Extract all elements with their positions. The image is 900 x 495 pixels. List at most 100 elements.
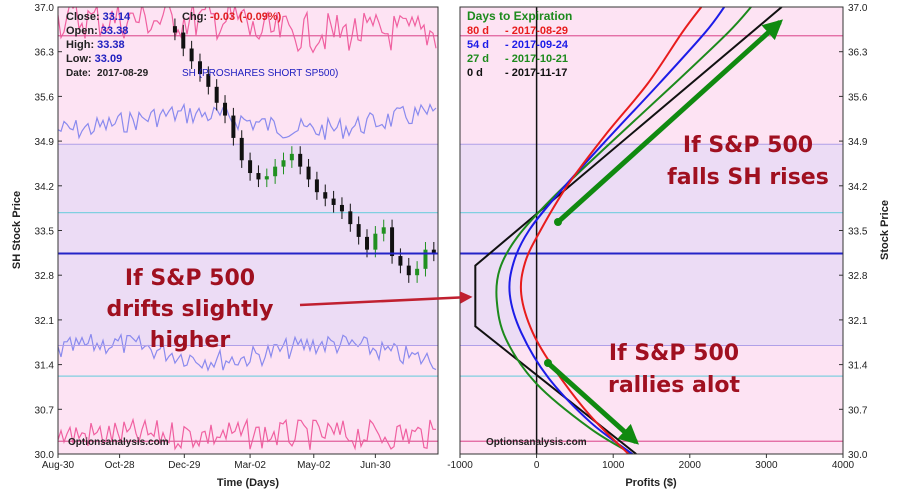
candle-body bbox=[172, 26, 177, 33]
right-x-tick-label: 1000 bbox=[602, 460, 625, 471]
legend-items: 80 d - 2017-08-29 54 d - 2017-09-24 27 d - 20… bbox=[467, 25, 569, 79]
profit-curve-54d bbox=[508, 7, 726, 454]
price-history-panel: 37.0 36.3 35.6 34.9 34.2 33.5 32.8 32.1 31.4 30.7… bbox=[11, 3, 439, 489]
legend-days: 54 d bbox=[467, 39, 489, 51]
left-y-tick-label: 37.0 bbox=[35, 3, 55, 14]
volume-line-top bbox=[58, 7, 437, 54]
annotations: If S&P 500 drifts slightly higher If S&P… bbox=[107, 133, 829, 398]
close-value: 33.14 bbox=[103, 11, 131, 23]
left-y-tick-label: 34.9 bbox=[35, 137, 55, 148]
close-label: Close: bbox=[66, 11, 100, 23]
annotation-drift-line-3: higher bbox=[150, 328, 231, 353]
profit-curve-0d bbox=[474, 7, 783, 454]
annotation-arrows bbox=[299, 19, 783, 445]
legend-item: 27 d - 2017-10-21 bbox=[467, 53, 568, 65]
left-y-tick-label: 30.0 bbox=[35, 450, 55, 461]
right-y-tick-label: 37.0 bbox=[848, 3, 868, 14]
right-y-tick-label: 35.6 bbox=[848, 92, 868, 103]
pointer-arrow bbox=[299, 291, 473, 307]
right-x-tick-label: 4000 bbox=[832, 460, 855, 471]
candle-body bbox=[415, 268, 420, 276]
right-x-ticks: -1000 0 1000 2000 3000 4000 bbox=[447, 454, 855, 471]
right-y-tick-label: 32.8 bbox=[848, 271, 868, 282]
right-y-tick-label: 33.5 bbox=[848, 227, 868, 238]
candle-body bbox=[223, 102, 228, 116]
right-y-tick-label: 30.7 bbox=[848, 405, 868, 416]
right-y-axis-title: Stock Price bbox=[879, 200, 891, 260]
candle-body bbox=[281, 160, 286, 167]
candle-body bbox=[398, 256, 403, 266]
candle-body bbox=[423, 249, 428, 269]
candle-body bbox=[365, 236, 370, 250]
high-value: 33.38 bbox=[97, 39, 125, 51]
left-y-tick-label: 31.4 bbox=[35, 361, 55, 372]
candle-body bbox=[256, 173, 261, 180]
annotation-rallies-line-1: If S&P 500 bbox=[609, 341, 739, 366]
date-label: Date: bbox=[66, 68, 91, 79]
right-y-tick-label: 36.3 bbox=[848, 48, 868, 59]
left-y-tick-label: 32.8 bbox=[35, 271, 55, 282]
candle-body bbox=[339, 204, 344, 212]
svg-text:Low:33.09: Low: 33.09 bbox=[66, 53, 122, 65]
left-y-tick-label: 30.7 bbox=[35, 405, 55, 416]
symbol-description: SH (PROSHARES SHORT SP500) bbox=[182, 68, 338, 79]
annotation-falls-line-2: falls SH rises bbox=[667, 165, 829, 190]
left-y-axis-title: SH Stock Price bbox=[11, 191, 23, 269]
left-volatility-lines bbox=[58, 7, 437, 451]
right-y-tick-label: 34.9 bbox=[848, 137, 868, 148]
change-label: Chg: bbox=[182, 11, 207, 23]
right-x-tick-label: 2000 bbox=[679, 460, 702, 471]
svg-text:Open:33.38: Open: 33.38 bbox=[66, 25, 128, 37]
candle-body bbox=[373, 233, 378, 250]
low-label: Low: bbox=[66, 53, 92, 65]
legend-item: 80 d - 2017-08-29 bbox=[467, 25, 568, 37]
right-y-ticks: 37.0 36.3 35.6 34.9 34.2 33.5 32.8 32.1 31.4 30.7… bbox=[839, 3, 868, 461]
candle-body bbox=[356, 224, 361, 237]
right-x-tick-label: -1000 bbox=[447, 460, 473, 471]
candle-body bbox=[306, 166, 311, 180]
legend-date: - 2017-09-24 bbox=[505, 39, 569, 51]
candle-body bbox=[289, 153, 294, 161]
left-y-tick-label: 36.3 bbox=[35, 48, 55, 59]
legend-days: 80 d bbox=[467, 25, 489, 37]
candle-body bbox=[314, 179, 319, 193]
right-iv-band bbox=[460, 144, 843, 346]
rally-arrow bbox=[546, 361, 639, 445]
change-value: -0.03 bbox=[210, 11, 235, 23]
high-label: High: bbox=[66, 39, 94, 51]
candle-body bbox=[231, 115, 236, 138]
annotation-drift-line-1: If S&P 500 bbox=[125, 266, 255, 291]
left-y-tick-label: 35.6 bbox=[35, 92, 55, 103]
left-x-tick-label: May-02 bbox=[297, 460, 331, 471]
candle-body bbox=[239, 137, 244, 161]
left-y-ticks: 37.0 36.3 35.6 34.9 34.2 33.5 32.8 32.1 31.4 30.7… bbox=[35, 3, 62, 461]
implied-vol-line bbox=[58, 102, 437, 140]
left-y-tick-label: 32.1 bbox=[35, 316, 55, 327]
change-percent: (-0.09%) bbox=[239, 11, 282, 23]
volume-line-bottom bbox=[58, 417, 436, 451]
legend-item: 0 d - 2017-11-17 bbox=[467, 67, 567, 79]
candle-body bbox=[214, 86, 219, 103]
profit-curve-27d bbox=[495, 7, 752, 454]
right-watermark: Optionsanalysis.com bbox=[486, 437, 587, 448]
right-y-tick-label: 31.4 bbox=[848, 361, 868, 372]
candle-body bbox=[323, 192, 328, 199]
open-value: 33.38 bbox=[101, 25, 129, 37]
annotation-drift-line-2: drifts slightly bbox=[107, 297, 274, 322]
legend-date: - 2017-11-17 bbox=[505, 67, 567, 79]
candle-body bbox=[381, 227, 386, 234]
left-x-ticks: Aug-30 Oct-28 Dec-29 Mar-02 May-02 Jun-30 bbox=[42, 454, 391, 471]
right-y-tick-label: 30.0 bbox=[848, 450, 868, 461]
right-x-tick-label: 0 bbox=[534, 460, 540, 471]
svg-text:Chg:-0.03(-0.09%): Chg: -0.03 (-0.09%) bbox=[182, 11, 282, 23]
rise-arrow-start bbox=[554, 218, 562, 226]
left-reference-lines bbox=[58, 35, 438, 442]
legend-date: - 2017-10-21 bbox=[505, 53, 568, 65]
left-x-tick-label: Aug-30 bbox=[42, 460, 75, 471]
right-y-tick-label: 34.2 bbox=[848, 182, 868, 193]
legend-days: 27 d bbox=[467, 53, 489, 65]
left-x-tick-label: Jun-30 bbox=[360, 460, 391, 471]
candle-body bbox=[248, 160, 253, 174]
left-y-tick-label: 34.2 bbox=[35, 182, 55, 193]
